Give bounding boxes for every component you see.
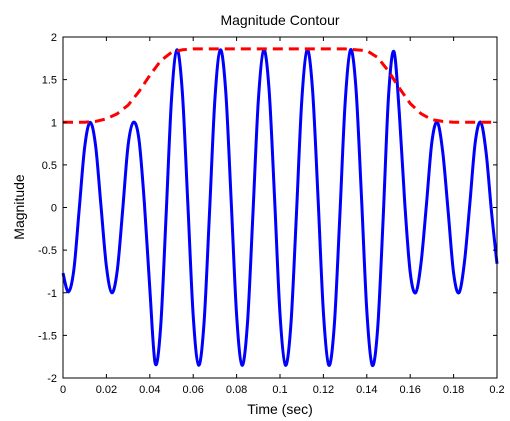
x-tick-label: 0.08	[226, 384, 247, 396]
x-tick-label: 0.18	[443, 384, 464, 396]
x-tick-label: 0.14	[356, 384, 377, 396]
x-tick-label: 0.04	[139, 384, 160, 396]
x-tick-label: 0.2	[489, 384, 504, 396]
chart-title: Magnitude Contour	[220, 12, 339, 28]
y-tick-label: 0.5	[42, 160, 57, 172]
x-tick-label: 0.1	[272, 384, 287, 396]
y-tick-label: 1	[51, 117, 57, 129]
y-tick-label: 2	[51, 32, 57, 44]
y-axis: -2 -1.5 -1 -0.5 0 0.5 1 1.5 2	[38, 32, 497, 385]
y-tick-label: 1.5	[42, 75, 57, 87]
series-line-contour	[63, 47, 497, 124]
y-tick-label: -1.5	[38, 330, 57, 342]
x-axis: 0 0.02 0.04 0.06 0.08 0.1 0.12 0.14 0.16 0.18 0.2	[60, 37, 505, 396]
y-tick-label: -1	[47, 288, 57, 300]
y-tick-label: -0.5	[38, 245, 57, 257]
x-axis-label: Time (sec)	[247, 401, 313, 417]
x-tick-label: 0.02	[96, 384, 117, 396]
series-line-signal	[61, 48, 499, 367]
y-axis-label: Magnitude	[11, 174, 27, 240]
x-tick-label: 0.16	[399, 384, 420, 396]
plot-series	[61, 47, 499, 367]
x-tick-label: 0.12	[313, 384, 334, 396]
x-tick-label: 0.06	[182, 384, 203, 396]
y-tick-label: 0	[51, 203, 57, 215]
x-tick-label: 0	[60, 384, 66, 396]
y-tick-label: -2	[47, 373, 57, 385]
